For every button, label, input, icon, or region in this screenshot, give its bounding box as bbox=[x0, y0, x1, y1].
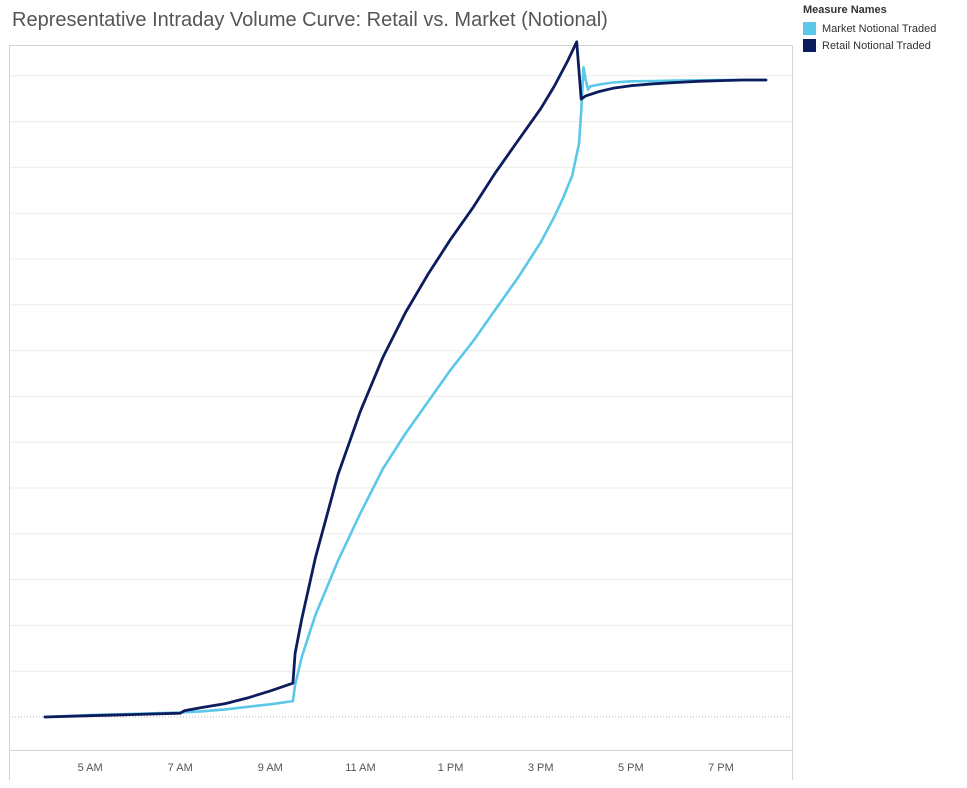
legend-swatch-retail bbox=[803, 39, 816, 52]
plot-border bbox=[9, 45, 793, 751]
legend-item-market[interactable]: Market Notional Traded bbox=[803, 20, 965, 37]
legend-title: Measure Names bbox=[803, 4, 887, 16]
series-line-market bbox=[43, 66, 768, 719]
x-tick-label-3: 11 AM bbox=[345, 762, 375, 774]
x-tick-label-4: 1 PM bbox=[438, 762, 464, 774]
plot-frame bbox=[9, 45, 793, 780]
series-line-retail bbox=[43, 40, 768, 719]
x-tick-label-6: 5 PM bbox=[618, 762, 644, 774]
series-lines bbox=[43, 40, 768, 719]
gridlines bbox=[9, 75, 793, 718]
legend-item-retail[interactable]: Retail Notional Traded bbox=[803, 37, 965, 54]
legend-label-market: Market Notional Traded bbox=[822, 22, 937, 35]
x-tick-label-0: 5 AM bbox=[78, 762, 103, 774]
legend-swatch-market bbox=[803, 22, 816, 35]
chart-title: Representative Intraday Volume Curve: Re… bbox=[12, 9, 608, 31]
legend: Measure Names Market Notional Traded Ret… bbox=[803, 4, 965, 54]
x-tick-label-7: 7 PM bbox=[708, 762, 734, 774]
x-tick-label-5: 3 PM bbox=[528, 762, 554, 774]
x-axis-ticks: 5 AM 7 AM 9 AM 11 AM 1 PM 3 PM 5 PM 7 PM bbox=[78, 762, 734, 774]
legend-label-retail: Retail Notional Traded bbox=[822, 39, 931, 52]
x-tick-label-2: 9 AM bbox=[258, 762, 283, 774]
x-tick-label-1: 7 AM bbox=[168, 762, 193, 774]
